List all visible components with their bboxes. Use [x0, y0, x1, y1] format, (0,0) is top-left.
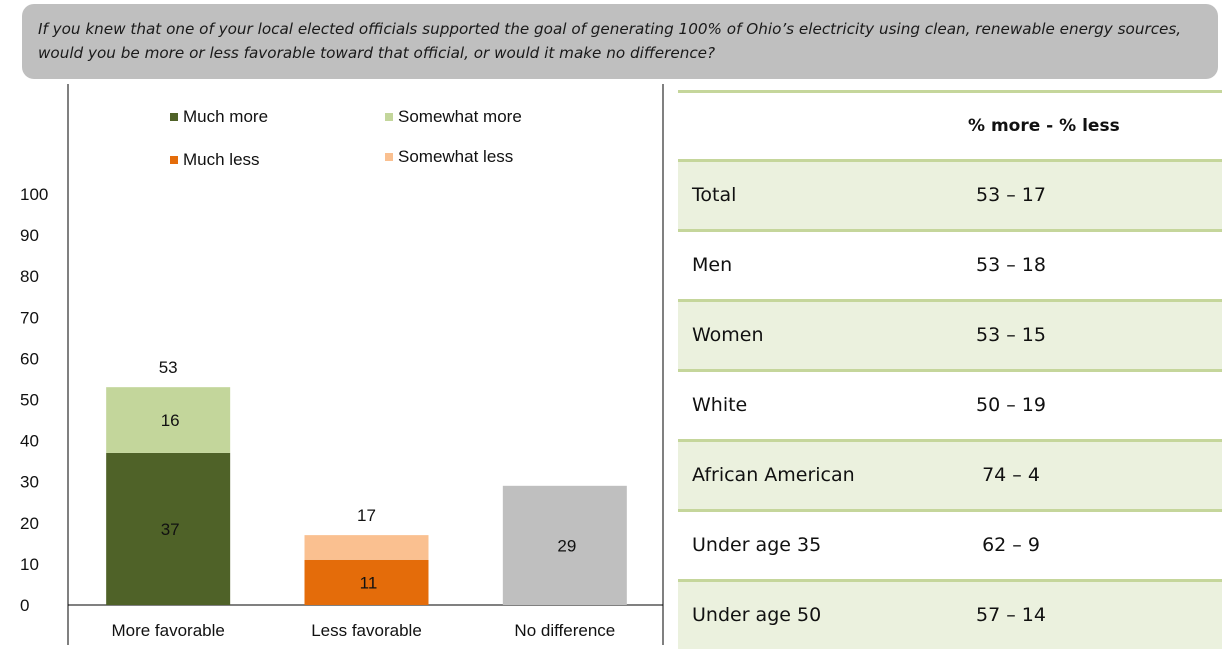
row-value: 50 – 19 [976, 394, 1046, 416]
legend-label: Much more [183, 107, 268, 126]
x-tick-label: No difference [514, 621, 615, 640]
legend-swatch [170, 156, 178, 164]
bar-segment [106, 387, 231, 453]
table-row: Under age 35 62 – 9 [678, 509, 1222, 579]
y-tick-label: 60 [20, 349, 39, 368]
y-tick-label: 50 [20, 391, 39, 410]
y-tick-label: 80 [20, 267, 39, 286]
question-text: If you knew that one of your local elect… [38, 20, 1182, 62]
table-row: Under age 50 57 – 14 [678, 579, 1222, 649]
bar-total-label: 53 [159, 358, 178, 377]
bar-total-label: 17 [357, 506, 376, 525]
bar-segment [304, 559, 429, 605]
legend-swatch [170, 113, 178, 121]
table-body: Total 53 – 17 Men 53 – 18 Women 53 – 15 White 5… [678, 159, 1222, 649]
legend-swatch [385, 153, 393, 161]
y-tick-label: 10 [20, 555, 39, 574]
bar-value-label: 37 [161, 520, 180, 539]
table-top-rule [678, 90, 1222, 93]
row-label: Under age 50 [692, 604, 822, 626]
chart-canvas: 0 10 20 30 40 50 60 70 80 90 100 More favorable Less… [20, 84, 664, 645]
question-box: If you knew that one of your local elect… [22, 4, 1218, 79]
row-value: 62 – 9 [982, 534, 1040, 556]
row-value: 53 – 15 [976, 324, 1046, 346]
legend-label: Somewhat more [398, 107, 522, 126]
legend-label: Much less [183, 150, 260, 169]
row-label: Under age 35 [692, 534, 822, 556]
row-label: White [692, 394, 748, 416]
favorability-table: % more - % less Total 53 – 17 Men 53 – 18 Wo… [678, 90, 1222, 649]
bar-value-label: 16 [161, 411, 180, 430]
table-row: African American 74 – 4 [678, 439, 1222, 509]
table-row: Men 53 – 18 [678, 229, 1222, 299]
row-label: Women [692, 324, 764, 346]
row-value: 53 – 17 [976, 184, 1046, 206]
table-row: White 50 – 19 [678, 369, 1222, 439]
y-tick-label: 90 [20, 226, 39, 245]
y-tick-label: 30 [20, 473, 39, 492]
legend-swatch [385, 113, 393, 121]
y-tick-label: 20 [20, 514, 39, 533]
row-value: 74 – 4 [982, 464, 1040, 486]
row-label: African American [692, 464, 855, 486]
row-label: Men [692, 254, 733, 276]
row-label: Total [692, 184, 737, 206]
table-row: Total 53 – 17 [678, 159, 1222, 229]
stacked-bar-chart: 0 10 20 30 40 50 60 70 80 90 100 More favorable Less… [0, 84, 670, 645]
bar-value-label: 29 [557, 536, 576, 555]
bar-segment [304, 535, 429, 560]
table-row: Women 53 – 15 [678, 299, 1222, 369]
bar-segment [106, 452, 231, 605]
row-value: 53 – 18 [976, 254, 1046, 276]
bar-value-label: 11 [360, 573, 378, 592]
y-tick-label: 0 [20, 596, 29, 615]
y-tick-label: 70 [20, 308, 39, 327]
row-value: 57 – 14 [976, 604, 1046, 626]
table-header: % more - % less [678, 93, 1222, 159]
x-tick-label: More favorable [111, 621, 224, 640]
table-header-label: % more - % less [968, 116, 1120, 136]
bar-segment [502, 485, 627, 605]
y-tick-label: 40 [20, 432, 39, 451]
x-tick-label: Less favorable [311, 621, 422, 640]
y-tick-label: 100 [20, 185, 48, 204]
legend-label: Somewhat less [398, 147, 513, 166]
